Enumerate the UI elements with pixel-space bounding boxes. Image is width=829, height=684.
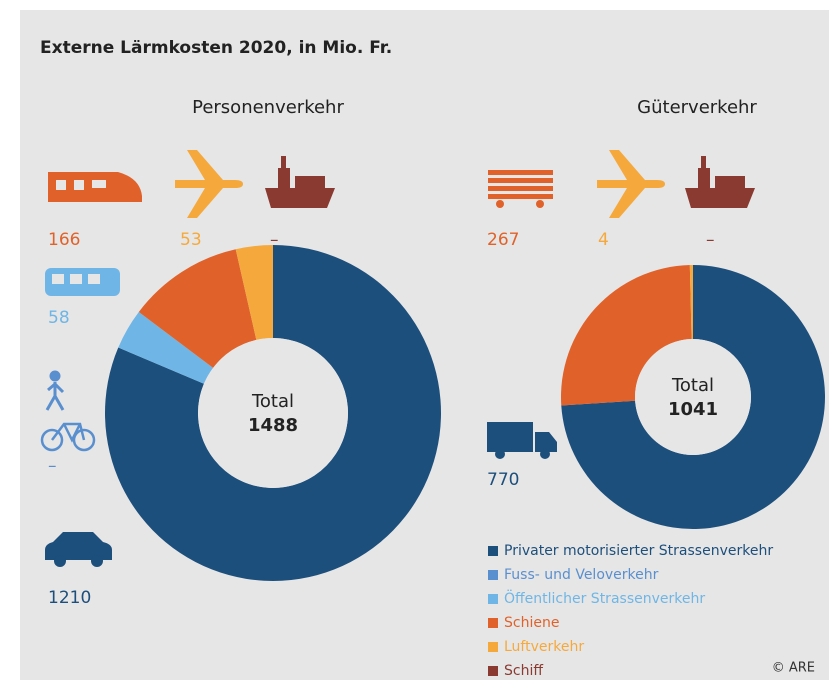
- center-label: Total: [671, 375, 714, 396]
- legend-label: Schiff: [504, 663, 543, 679]
- value-label: –: [48, 456, 57, 476]
- icon-part: [88, 274, 100, 284]
- center-total: 1041: [668, 399, 718, 420]
- icon-part: [56, 180, 66, 190]
- icon-part: [540, 449, 550, 459]
- icon-part: [92, 180, 106, 188]
- legend-swatch: [488, 666, 498, 676]
- center-label: Total: [251, 391, 294, 412]
- donut-segment: [689, 265, 693, 340]
- plane-icon: [597, 150, 665, 218]
- value-label: 4: [598, 230, 609, 250]
- legend-swatch: [488, 594, 498, 604]
- donut-segment: [138, 249, 257, 368]
- chart-title: Güterverkehr: [637, 97, 757, 118]
- donut-segment: [118, 311, 214, 384]
- credit: © ARE: [772, 661, 815, 676]
- legend-label: Luftverkehr: [504, 639, 584, 655]
- legend-swatch: [488, 642, 498, 652]
- icons: [40, 150, 755, 567]
- legend-swatch: [488, 618, 498, 628]
- donut-hole: [635, 339, 751, 455]
- legend-label: Schiene: [504, 615, 559, 631]
- chart-title: Personenverkehr: [192, 97, 344, 118]
- icon-part: [495, 449, 505, 459]
- icon-part: [74, 180, 84, 190]
- wagon-icon: [488, 170, 553, 208]
- bike-icon: [40, 422, 96, 452]
- plane-icon: [175, 150, 243, 218]
- value-label: 53: [180, 230, 202, 250]
- value-label: 166: [48, 230, 80, 250]
- value-label: –: [270, 230, 279, 250]
- title: Externe Lärmkosten 2020, in Mio. Fr.: [40, 38, 392, 58]
- icon-part: [54, 555, 66, 567]
- donut-segment: [105, 245, 442, 581]
- ship-icon: [685, 156, 755, 208]
- ship-icon: [265, 156, 335, 208]
- legend-label: Privater motorisierter Strassenverkehr: [504, 543, 773, 559]
- donut-segment: [235, 245, 273, 340]
- donut-segment: [561, 265, 826, 529]
- donut-segment: [561, 265, 692, 406]
- legend-swatch: [488, 570, 498, 580]
- truck-icon: [487, 422, 557, 452]
- value-label: 1210: [48, 588, 91, 608]
- value-label: 770: [487, 470, 519, 490]
- donut-hole: [198, 338, 348, 488]
- car-icon: [45, 532, 112, 560]
- center-total: 1488: [248, 415, 298, 436]
- value-label: –: [706, 230, 715, 250]
- value-label: 267: [487, 230, 519, 250]
- icon-part: [52, 274, 64, 284]
- walker-icon: [45, 370, 65, 411]
- icon-part: [91, 555, 103, 567]
- icon-part: [70, 274, 82, 284]
- legend-label: Fuss- und Veloverkehr: [504, 567, 659, 583]
- value-label: 58: [48, 308, 70, 328]
- legend-swatch: [488, 546, 498, 556]
- legend-label: Öffentlicher Strassenverkehr: [504, 589, 705, 607]
